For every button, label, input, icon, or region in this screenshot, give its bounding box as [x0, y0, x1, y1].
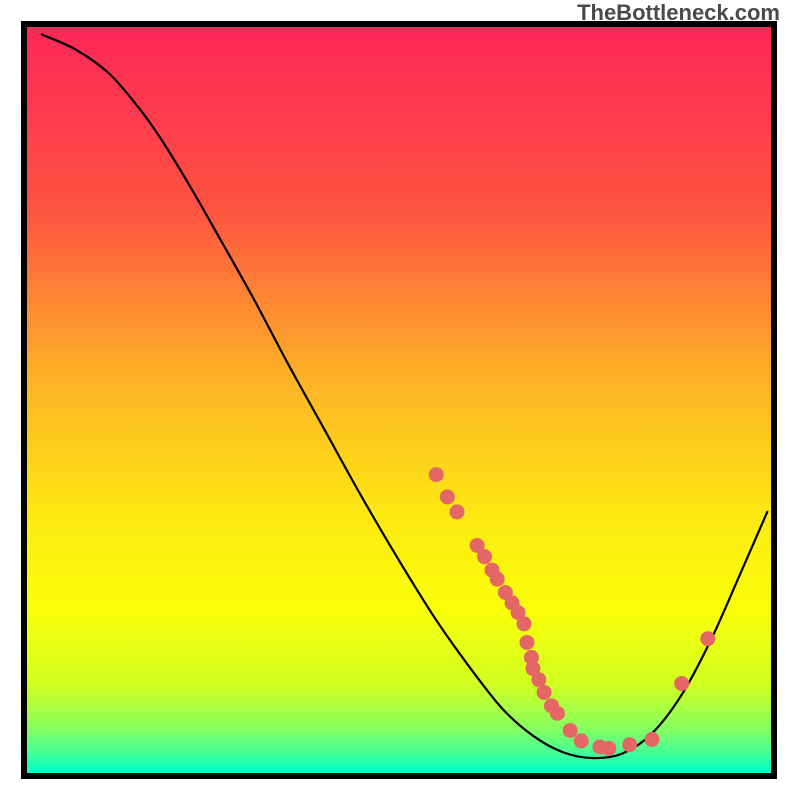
data-marker [517, 617, 531, 631]
plot-area [21, 21, 777, 779]
data-marker [440, 490, 454, 504]
plot-background [27, 27, 771, 773]
data-marker [675, 676, 689, 690]
data-marker [701, 632, 715, 646]
watermark-text: TheBottleneck.com [577, 0, 780, 26]
data-marker [537, 685, 551, 699]
data-marker [478, 550, 492, 564]
chart-canvas: TheBottleneck.com [0, 0, 800, 800]
data-marker [550, 706, 564, 720]
data-marker [532, 673, 546, 687]
data-marker [563, 723, 577, 737]
data-marker [450, 505, 464, 519]
chart-svg [27, 27, 771, 773]
data-marker [623, 738, 637, 752]
data-marker [520, 635, 534, 649]
data-marker [574, 734, 588, 748]
data-marker [429, 468, 443, 482]
data-marker [602, 741, 616, 755]
data-marker [490, 572, 504, 586]
data-marker [645, 732, 659, 746]
